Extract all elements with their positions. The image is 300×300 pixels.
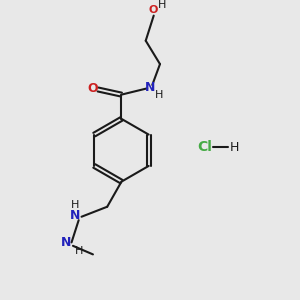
Text: H: H [158,0,166,10]
Text: N: N [70,209,80,222]
Text: H: H [155,90,163,100]
Text: H: H [75,246,84,256]
Text: N: N [61,236,72,250]
Text: O: O [148,5,158,15]
Text: N: N [145,81,155,94]
Text: O: O [88,82,98,95]
Text: Cl: Cl [197,140,212,154]
Text: H: H [71,200,80,210]
Text: H: H [230,141,239,154]
